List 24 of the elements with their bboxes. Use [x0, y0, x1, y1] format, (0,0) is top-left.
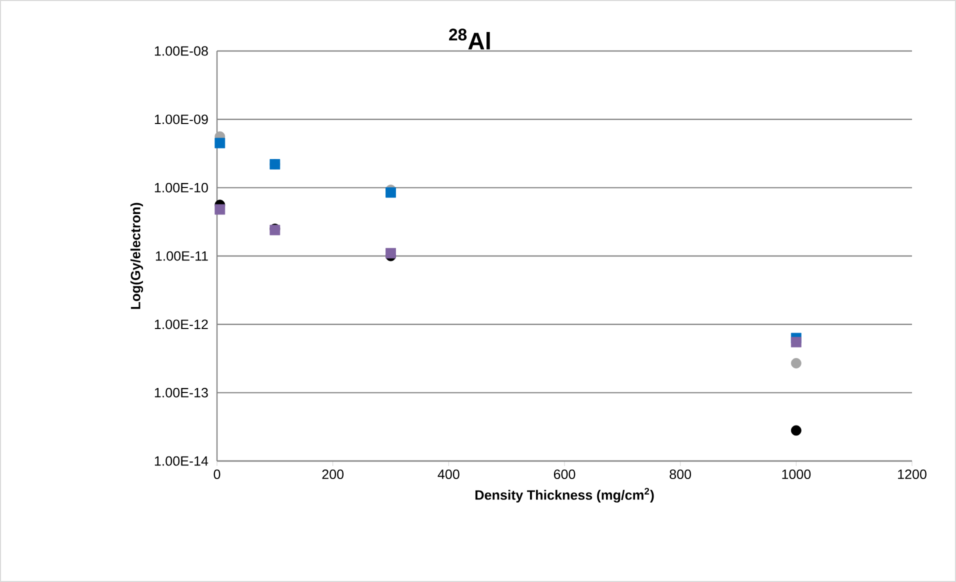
- y-axis-title: Log(Gy/electron): [130, 202, 144, 309]
- x-tick-label: 800: [670, 470, 692, 480]
- point: [790, 358, 802, 368]
- point: [214, 204, 226, 215]
- point: [214, 138, 226, 148]
- y-tick-label: 1.00E-09: [154, 114, 208, 124]
- point: [386, 187, 396, 198]
- x-tick-label: 400: [438, 470, 460, 480]
- y-tick-label: 1.00E-12: [154, 320, 208, 330]
- x-axis-title: Density Thickness (mg/cm$^{2}$): [475, 488, 654, 503]
- point: [386, 248, 396, 258]
- point: [790, 336, 802, 348]
- y-tick-label: 1.00E-14: [154, 456, 208, 466]
- y-tick-label: 1.00E-13: [154, 388, 208, 398]
- x-tick-label: 1200: [898, 470, 926, 480]
- x-tick-label: 600: [554, 470, 576, 480]
- x-tick-label: 1000: [782, 470, 811, 480]
- chart-title: $^{28}$Al: [449, 28, 490, 50]
- y-tick-label: 1.00E-10: [154, 182, 208, 192]
- y-tick-label: 1.00E-11: [156, 251, 208, 261]
- x-tick-label: 200: [322, 470, 344, 480]
- x-tick-label: 0: [214, 470, 220, 480]
- point: [790, 425, 802, 436]
- y-tick-label: 1.00E-08: [154, 46, 208, 56]
